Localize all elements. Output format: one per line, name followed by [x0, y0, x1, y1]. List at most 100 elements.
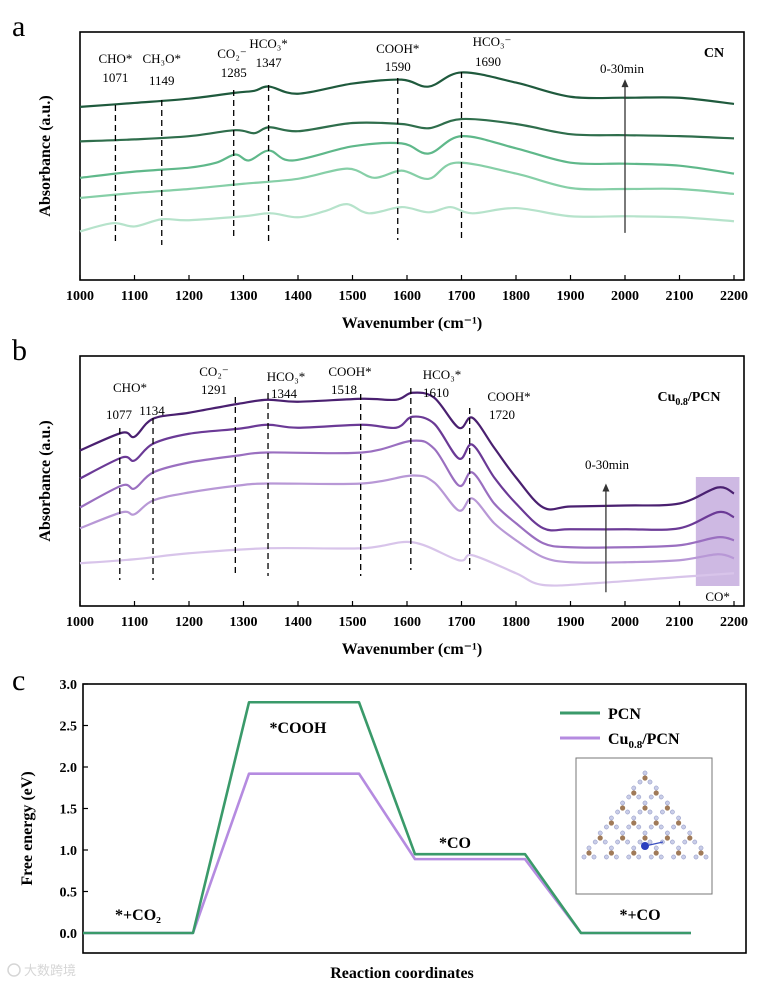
nitrogen-atom	[637, 839, 643, 845]
nitrogen-atom	[642, 830, 648, 836]
peak-wavenumber-label: 1590	[385, 59, 411, 74]
watermark-text: 大数跨境	[24, 964, 76, 979]
nitrogen-atom	[591, 854, 597, 860]
carbon-atom	[653, 790, 659, 796]
peak-species-label: CH₃O*	[143, 51, 181, 66]
peak-species-label: CO₂⁻	[217, 46, 246, 61]
nitrogen-atom	[597, 830, 603, 836]
x-tick-label: 2000	[611, 615, 639, 630]
nitrogen-atom	[681, 824, 686, 830]
x-tick-label: 1100	[121, 289, 148, 304]
carbon-atom	[631, 790, 637, 796]
plot-frame	[82, 683, 747, 954]
nitrogen-atom	[658, 854, 664, 860]
legend-label-part: 0.8	[628, 739, 642, 751]
arrow-up-icon	[602, 483, 610, 492]
nitrogen-atom	[658, 794, 664, 800]
panel-a-cn-spectra: 1000 1100 1200 1300 1400 1500 1600 1700 1800 1900…	[37, 31, 748, 332]
y-tick-label: 3.0	[60, 678, 78, 693]
nitrogen-atom	[604, 854, 609, 860]
x-tick-label: 2000	[611, 289, 639, 304]
carbon-atom	[653, 850, 659, 856]
nitrogen-atom	[670, 809, 675, 815]
nitrogen-atom	[665, 800, 670, 806]
nitrogen-atom	[620, 830, 625, 836]
carbon-atom	[586, 850, 592, 856]
nitrogen-atom	[653, 845, 659, 851]
nitrogen-atom	[692, 839, 698, 845]
nitrogen-atom	[626, 854, 632, 860]
nitrogen-atom	[703, 854, 709, 860]
nitrogen-atom	[698, 845, 704, 851]
nitrogen-atom	[682, 839, 688, 845]
nitrogen-atom	[670, 839, 675, 845]
nitrogen-atom	[676, 815, 681, 821]
x-tick-label: 1800	[502, 615, 530, 630]
carbon-atom	[676, 850, 682, 856]
peak-species-label: COOH*	[487, 389, 530, 404]
nitrogen-atom	[647, 809, 653, 815]
arrow-up-icon	[621, 79, 629, 88]
peak-species-label: CO₂⁻	[199, 364, 228, 379]
x-tick-label: 1700	[448, 289, 476, 304]
nitrogen-atom	[681, 854, 686, 860]
carbon-atom	[642, 835, 648, 841]
y-axis-title: Free energy (eV)	[19, 771, 36, 885]
title-part: 0.8	[675, 397, 688, 408]
nitrogen-atom	[626, 794, 632, 800]
spectrum-line-3	[79, 439, 735, 549]
peak-wavenumber-label: 1149	[149, 73, 175, 88]
panel-title: CN	[704, 46, 724, 61]
nitrogen-atom	[592, 839, 598, 845]
carbon-atom	[698, 850, 704, 856]
carbon-atom	[687, 835, 693, 841]
peak-wavenumber-label: 1071	[102, 70, 128, 85]
nitrogen-atom	[604, 824, 609, 830]
nitrogen-atom	[671, 824, 676, 830]
nitrogen-atom	[636, 824, 642, 830]
intermediate-label: *COOH	[270, 720, 327, 737]
x-tick-label: 1900	[557, 615, 585, 630]
spectrum-line-2	[79, 117, 735, 143]
intermediate-label: *+CO₂	[115, 907, 161, 924]
panel-label-a: a	[12, 10, 25, 43]
nitrogen-atom	[625, 839, 630, 845]
spectrum-line-4	[79, 474, 735, 564]
x-tick-label: 1800	[502, 289, 530, 304]
x-tick-label: 2100	[666, 615, 694, 630]
time-arrow-label: 0-30min	[600, 61, 645, 76]
carbon-atom	[597, 835, 603, 841]
peak-wavenumber-label: 1690	[475, 54, 501, 69]
x-tick-label: 2100	[666, 289, 694, 304]
panel-b-cu-pcn-spectra: CO* 1000 1100 1200 1300 1400 1500 1600 1700 1800 1…	[37, 355, 748, 658]
carbon-atom	[608, 850, 615, 856]
nitrogen-atom	[631, 845, 637, 851]
peak-species-label: COOH*	[376, 41, 419, 56]
y-axis-title: Absorbance (a.u.)	[37, 420, 54, 541]
nitrogen-atom	[631, 785, 637, 791]
nitrogen-atom	[615, 809, 620, 815]
nitrogen-atom	[653, 785, 659, 791]
spectrum-line-5	[79, 203, 735, 233]
x-tick-label: 1600	[393, 615, 421, 630]
nitrogen-atom	[676, 845, 681, 851]
x-tick-label: 2200	[720, 615, 748, 630]
carbon-atom	[642, 775, 648, 781]
nitrogen-atom	[637, 779, 643, 785]
legend-label-cu-pcn: Cu0.8/PCN	[608, 731, 680, 751]
nitrogen-atom	[647, 779, 653, 785]
y-axis-title: Absorbance (a.u.)	[37, 95, 54, 216]
nitrogen-atom	[626, 824, 632, 830]
nitrogen-atom	[636, 854, 642, 860]
peak-wavenumber-label: 1077	[106, 407, 133, 422]
peak-species-label: HCO₃⁻	[473, 34, 512, 49]
nitrogen-atom	[609, 845, 614, 851]
watermark-logo: 大数跨境	[7, 963, 76, 979]
inset-frame	[575, 757, 713, 895]
legend-label-part: /PCN	[641, 731, 680, 748]
x-tick-label: 1400	[284, 289, 312, 304]
peak-wavenumber-label: 1291	[201, 382, 227, 397]
nitrogen-atom	[648, 794, 654, 800]
x-tick-label: 2200	[720, 289, 748, 304]
